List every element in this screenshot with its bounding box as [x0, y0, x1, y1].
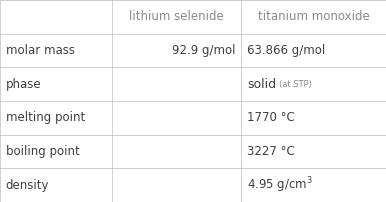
Text: 3227 °C: 3227 °C [247, 145, 295, 158]
Text: phase: phase [6, 78, 41, 91]
Text: (at STP): (at STP) [279, 80, 312, 89]
Text: 92.9 g/mol: 92.9 g/mol [172, 44, 235, 57]
Text: molar mass: molar mass [6, 44, 75, 57]
Text: titanium monoxide: titanium monoxide [258, 10, 369, 23]
Text: 63.866 g/mol: 63.866 g/mol [247, 44, 325, 57]
Text: boiling point: boiling point [6, 145, 80, 158]
Text: density: density [6, 179, 49, 192]
Text: lithium selenide: lithium selenide [129, 10, 224, 23]
Text: 4.95 g/cm$^3$: 4.95 g/cm$^3$ [247, 175, 313, 195]
Text: melting point: melting point [6, 111, 85, 124]
Text: solid: solid [247, 78, 276, 91]
Text: 1770 °C: 1770 °C [247, 111, 295, 124]
